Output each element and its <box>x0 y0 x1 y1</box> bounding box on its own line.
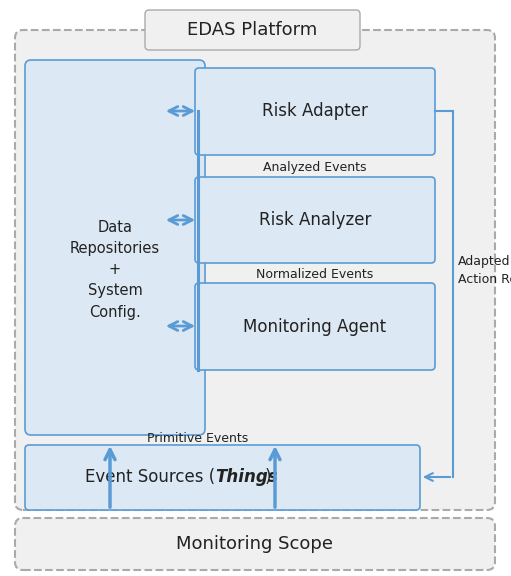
Text: Adapted
Action Request: Adapted Action Request <box>458 255 511 286</box>
FancyBboxPatch shape <box>15 30 495 510</box>
FancyBboxPatch shape <box>25 445 420 510</box>
Text: Event Sources (: Event Sources ( <box>85 468 215 487</box>
Text: Analyzed Events: Analyzed Events <box>263 161 367 173</box>
Text: ): ) <box>265 468 271 487</box>
FancyBboxPatch shape <box>195 68 435 155</box>
Text: Data
Repositories
+
System
Config.: Data Repositories + System Config. <box>70 221 160 320</box>
Text: Normalized Events: Normalized Events <box>257 267 374 281</box>
Text: Monitoring Scope: Monitoring Scope <box>176 535 334 553</box>
FancyBboxPatch shape <box>15 518 495 570</box>
Text: Primitive Events: Primitive Events <box>147 433 248 445</box>
Text: Risk Adapter: Risk Adapter <box>262 103 368 120</box>
FancyBboxPatch shape <box>195 177 435 263</box>
Text: Risk Analyzer: Risk Analyzer <box>259 211 371 229</box>
Text: EDAS Platform: EDAS Platform <box>188 21 318 39</box>
FancyBboxPatch shape <box>25 60 205 435</box>
FancyBboxPatch shape <box>195 283 435 370</box>
FancyBboxPatch shape <box>145 10 360 50</box>
Text: Monitoring Agent: Monitoring Agent <box>243 317 386 335</box>
Text: Things: Things <box>215 468 277 487</box>
